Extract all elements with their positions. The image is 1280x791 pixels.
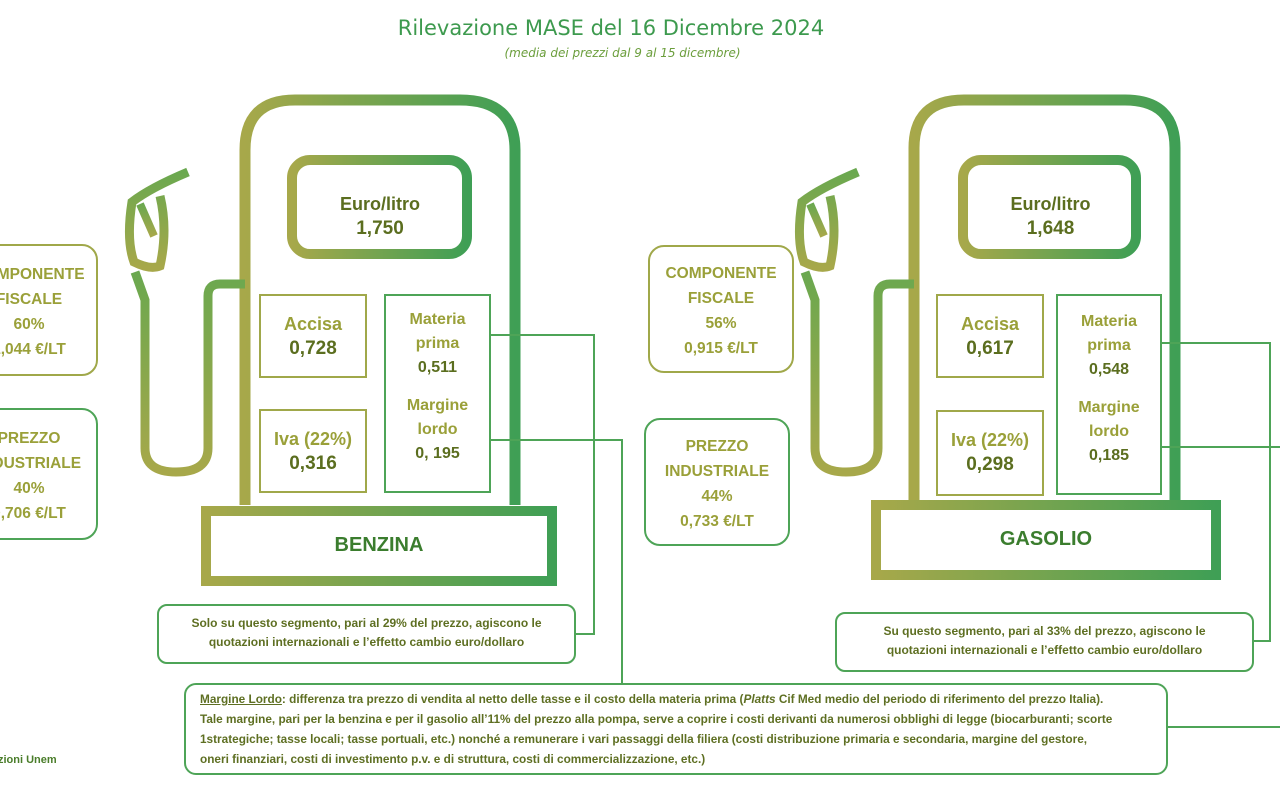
benzina-accisa-box: Accisa 0,728 bbox=[259, 294, 367, 378]
benzina-pump-icon bbox=[124, 94, 557, 586]
benzina-industriale-value: 0,706 €/LT bbox=[0, 505, 66, 522]
gasolio-note-line2: quotazioni internazionali e l’effetto ca… bbox=[886, 643, 1203, 657]
gasolio-fiscale-value: 0,915 €/LT bbox=[684, 340, 758, 357]
benzina-materia-value: 0,511 bbox=[417, 359, 458, 376]
margine-note-line1-a: : differenza tra prezzo di vendita al ne… bbox=[281, 692, 744, 706]
benzina-segment-note: Solo su questo segmento, pari al 29% del… bbox=[157, 604, 576, 664]
gasolio-industriale-value: 0,733 €/LT bbox=[680, 513, 754, 530]
gasolio-accisa-label: Accisa bbox=[960, 314, 1020, 334]
benzina-industriale-line1: PREZZO bbox=[0, 430, 61, 447]
benzina-margine-label-2: lordo bbox=[417, 421, 458, 438]
benzina-euro-label: Euro/litro bbox=[340, 194, 420, 214]
margine-note-line1: Margine Lordo: differenza tra prezzo di … bbox=[200, 689, 1166, 709]
gasolio-fiscale-line2: FISCALE bbox=[687, 290, 755, 307]
gasolio-accisa-value: 0,617 bbox=[966, 338, 1014, 359]
gasolio-fiscale-line1: COMPONENTE bbox=[665, 265, 777, 282]
page-title: Rilevazione MASE del 16 Dicembre 2024 bbox=[397, 16, 825, 40]
benzina-fiscale-value: 1,044 €/LT bbox=[0, 341, 66, 358]
gasolio-pump-icon bbox=[794, 94, 1221, 580]
margine-platts: Platts bbox=[743, 692, 776, 706]
benzina-industriale-pct: 40% bbox=[13, 480, 45, 497]
gasolio-prezzo-industriale: PREZZO INDUSTRIALE 44% 0,733 €/LT bbox=[644, 418, 790, 546]
benzina-margine-value: 0, 195 bbox=[415, 445, 460, 462]
gasolio-industriale-pct: 44% bbox=[701, 488, 733, 505]
benzina-accisa-label: Accisa bbox=[283, 314, 343, 334]
gasolio-componente-fiscale: COMPONENTE FISCALE 56% 0,915 €/LT bbox=[648, 245, 794, 373]
benzina-materia-label-2: prima bbox=[415, 335, 460, 352]
gasolio-euro-label: Euro/litro bbox=[1010, 194, 1091, 214]
benzina-euro-value: 1,750 bbox=[356, 218, 404, 239]
gasolio-iva-box: Iva (22%) 0,298 bbox=[936, 410, 1044, 496]
benzina-iva-box: Iva (22%) 0,316 bbox=[259, 409, 367, 493]
margine-note-line4: oneri finanziari, costi di investimento … bbox=[200, 752, 706, 766]
gasolio-iva-value: 0,298 bbox=[966, 454, 1014, 475]
gasolio-industriale-line1: PREZZO bbox=[685, 438, 749, 455]
benzina-accisa-value: 0,728 bbox=[289, 338, 337, 359]
gasolio-euro-litro: Euro/litro 1,648 bbox=[968, 192, 1133, 240]
page-subtitle: (media dei prezzi dal 9 al 15 dicembre) bbox=[504, 46, 741, 60]
benzina-materia-label-1: Materia bbox=[409, 311, 466, 328]
benzina-fiscale-pct: 60% bbox=[13, 316, 45, 333]
source-credit: zioni Unem bbox=[0, 754, 57, 766]
benzina-fiscale-line1: COMPONENTE bbox=[0, 266, 85, 283]
benzina-industriale-detail: Materia prima 0,511 Margine lordo 0, 195 bbox=[384, 294, 491, 493]
benzina-fiscale-line2: FISCALE bbox=[0, 291, 63, 308]
benzina-label: BENZINA bbox=[334, 534, 424, 556]
gasolio-accisa-box: Accisa 0,617 bbox=[936, 294, 1044, 378]
benzina-note-line1: Solo su questo segmento, pari al 29% del… bbox=[191, 616, 542, 630]
benzina-componente-fiscale: COMPONENTE FISCALE 60% 1,044 €/LT bbox=[0, 244, 98, 376]
margine-note-line2: Tale margine, pari per la benzina e per … bbox=[200, 712, 1113, 726]
gasolio-note-line1: Su questo segmento, pari al 33% del prez… bbox=[883, 624, 1206, 638]
gasolio-iva-label: Iva (22%) bbox=[950, 430, 1030, 450]
benzina-note-line2: quotazioni internazionali e l’effetto ca… bbox=[208, 635, 525, 649]
margine-note-line1-b: Cif Med medio del periodo di riferimento… bbox=[775, 692, 1104, 706]
gasolio-materia-label-1: Materia bbox=[1080, 313, 1138, 330]
benzina-iva-value: 0,316 bbox=[289, 453, 337, 474]
margine-term: Margine Lordo bbox=[200, 692, 282, 706]
benzina-margine-label-1: Margine bbox=[406, 397, 469, 414]
benzina-euro-litro: Euro/litro 1,750 bbox=[300, 192, 460, 240]
gasolio-segment-note: Su questo segmento, pari al 33% del prez… bbox=[835, 612, 1254, 672]
gasolio-industriale-detail: Materia prima 0,548 Margine lordo 0,185 bbox=[1056, 294, 1162, 495]
connector-lines bbox=[490, 334, 1280, 728]
gasolio-materia-label-2: prima bbox=[1087, 337, 1131, 354]
gasolio-margine-label-1: Margine bbox=[1078, 399, 1140, 416]
gasolio-label: GASOLIO bbox=[999, 528, 1093, 550]
gasolio-fiscale-pct: 56% bbox=[705, 315, 737, 332]
benzina-iva-label: Iva (22%) bbox=[273, 429, 353, 449]
gasolio-materia-value: 0,548 bbox=[1088, 361, 1130, 378]
gasolio-margine-label-2: lordo bbox=[1089, 423, 1129, 440]
gasolio-industriale-line2: INDUSTRIALE bbox=[664, 463, 770, 480]
gasolio-euro-value: 1,648 bbox=[1026, 218, 1075, 239]
margine-note-line3: 1strategiche; tasse locali; tasse portua… bbox=[200, 732, 1088, 746]
benzina-prezzo-industriale: PREZZO INDUSTRIALE 40% 0,706 €/LT bbox=[0, 408, 98, 540]
margine-lordo-note: Margine Lordo: differenza tra prezzo di … bbox=[184, 683, 1168, 775]
benzina-industriale-line2: INDUSTRIALE bbox=[0, 455, 82, 472]
gasolio-margine-value: 0,185 bbox=[1088, 447, 1130, 464]
